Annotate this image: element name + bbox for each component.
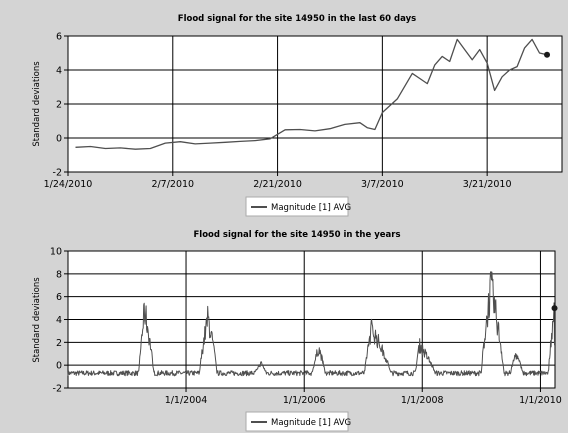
x-tick-label: 2/21/2010 — [253, 179, 302, 190]
y-tick-label: -2 — [53, 384, 62, 395]
x-tick-label: 1/24/2010 — [44, 179, 93, 190]
y-tick-label: 10 — [50, 247, 62, 258]
series-line — [67, 271, 555, 377]
y-tick-label: 6 — [56, 32, 62, 43]
y-axis-title: Standard deviations — [32, 61, 42, 147]
series-magnitude-avg — [75, 38, 551, 150]
y-tick-label: 4 — [56, 66, 62, 77]
x-tick-labels: 1/1/2004 1/1/2006 1/1/2008 1/1/2010 — [165, 395, 562, 406]
legend-label: Magnitude [1] AVG — [271, 418, 351, 428]
legend-box — [245, 411, 349, 432]
y-axis-title: Standard deviations — [32, 277, 42, 363]
chart-60-days: Flood signal for the site 14950 in the l… — [32, 14, 563, 217]
series-magnitude-avg — [67, 271, 558, 377]
x-tick-label: 1/1/2006 — [283, 395, 326, 406]
y-tick-label: 4 — [56, 315, 62, 326]
y-tick-label: 8 — [56, 269, 62, 280]
y-tick-labels: -2 0 2 4 6 8 10 — [50, 247, 62, 395]
y-tick-label: 2 — [56, 100, 62, 111]
y-tick-label: -2 — [53, 168, 62, 179]
legend: Magnitude [1] AVG — [245, 196, 351, 217]
chart-title: Flood signal for the site 14950 in the l… — [178, 14, 416, 24]
y-tick-labels: -2 0 2 4 6 — [53, 32, 62, 179]
legend: Magnitude [1] AVG — [245, 411, 351, 432]
y-tick-label: 0 — [56, 134, 62, 145]
legend-box — [245, 196, 349, 217]
legend-label: Magnitude [1] AVG — [271, 203, 351, 213]
latest-value-marker — [544, 51, 551, 58]
grid-lines — [64, 250, 555, 392]
x-tick-labels: 1/24/2010 2/7/2010 2/21/2010 3/7/2010 3/21/2… — [44, 179, 512, 190]
grid-lines — [64, 35, 562, 176]
x-tick-label: 1/1/2004 — [165, 395, 208, 406]
x-tick-label: 1/1/2010 — [519, 395, 562, 406]
x-tick-label: 2/7/2010 — [151, 179, 194, 190]
y-tick-label: 2 — [56, 338, 62, 349]
series-line — [75, 38, 548, 150]
x-tick-label: 3/7/2010 — [361, 179, 404, 190]
y-tick-label: 0 — [56, 361, 62, 372]
x-tick-label: 1/1/2008 — [401, 395, 444, 406]
x-tick-label: 3/21/2010 — [463, 179, 512, 190]
y-tick-label: 6 — [56, 292, 62, 303]
chart-years: Flood signal for the site 14950 in the y… — [32, 230, 562, 432]
latest-value-marker — [551, 305, 558, 312]
chart-title: Flood signal for the site 14950 in the y… — [193, 230, 400, 240]
